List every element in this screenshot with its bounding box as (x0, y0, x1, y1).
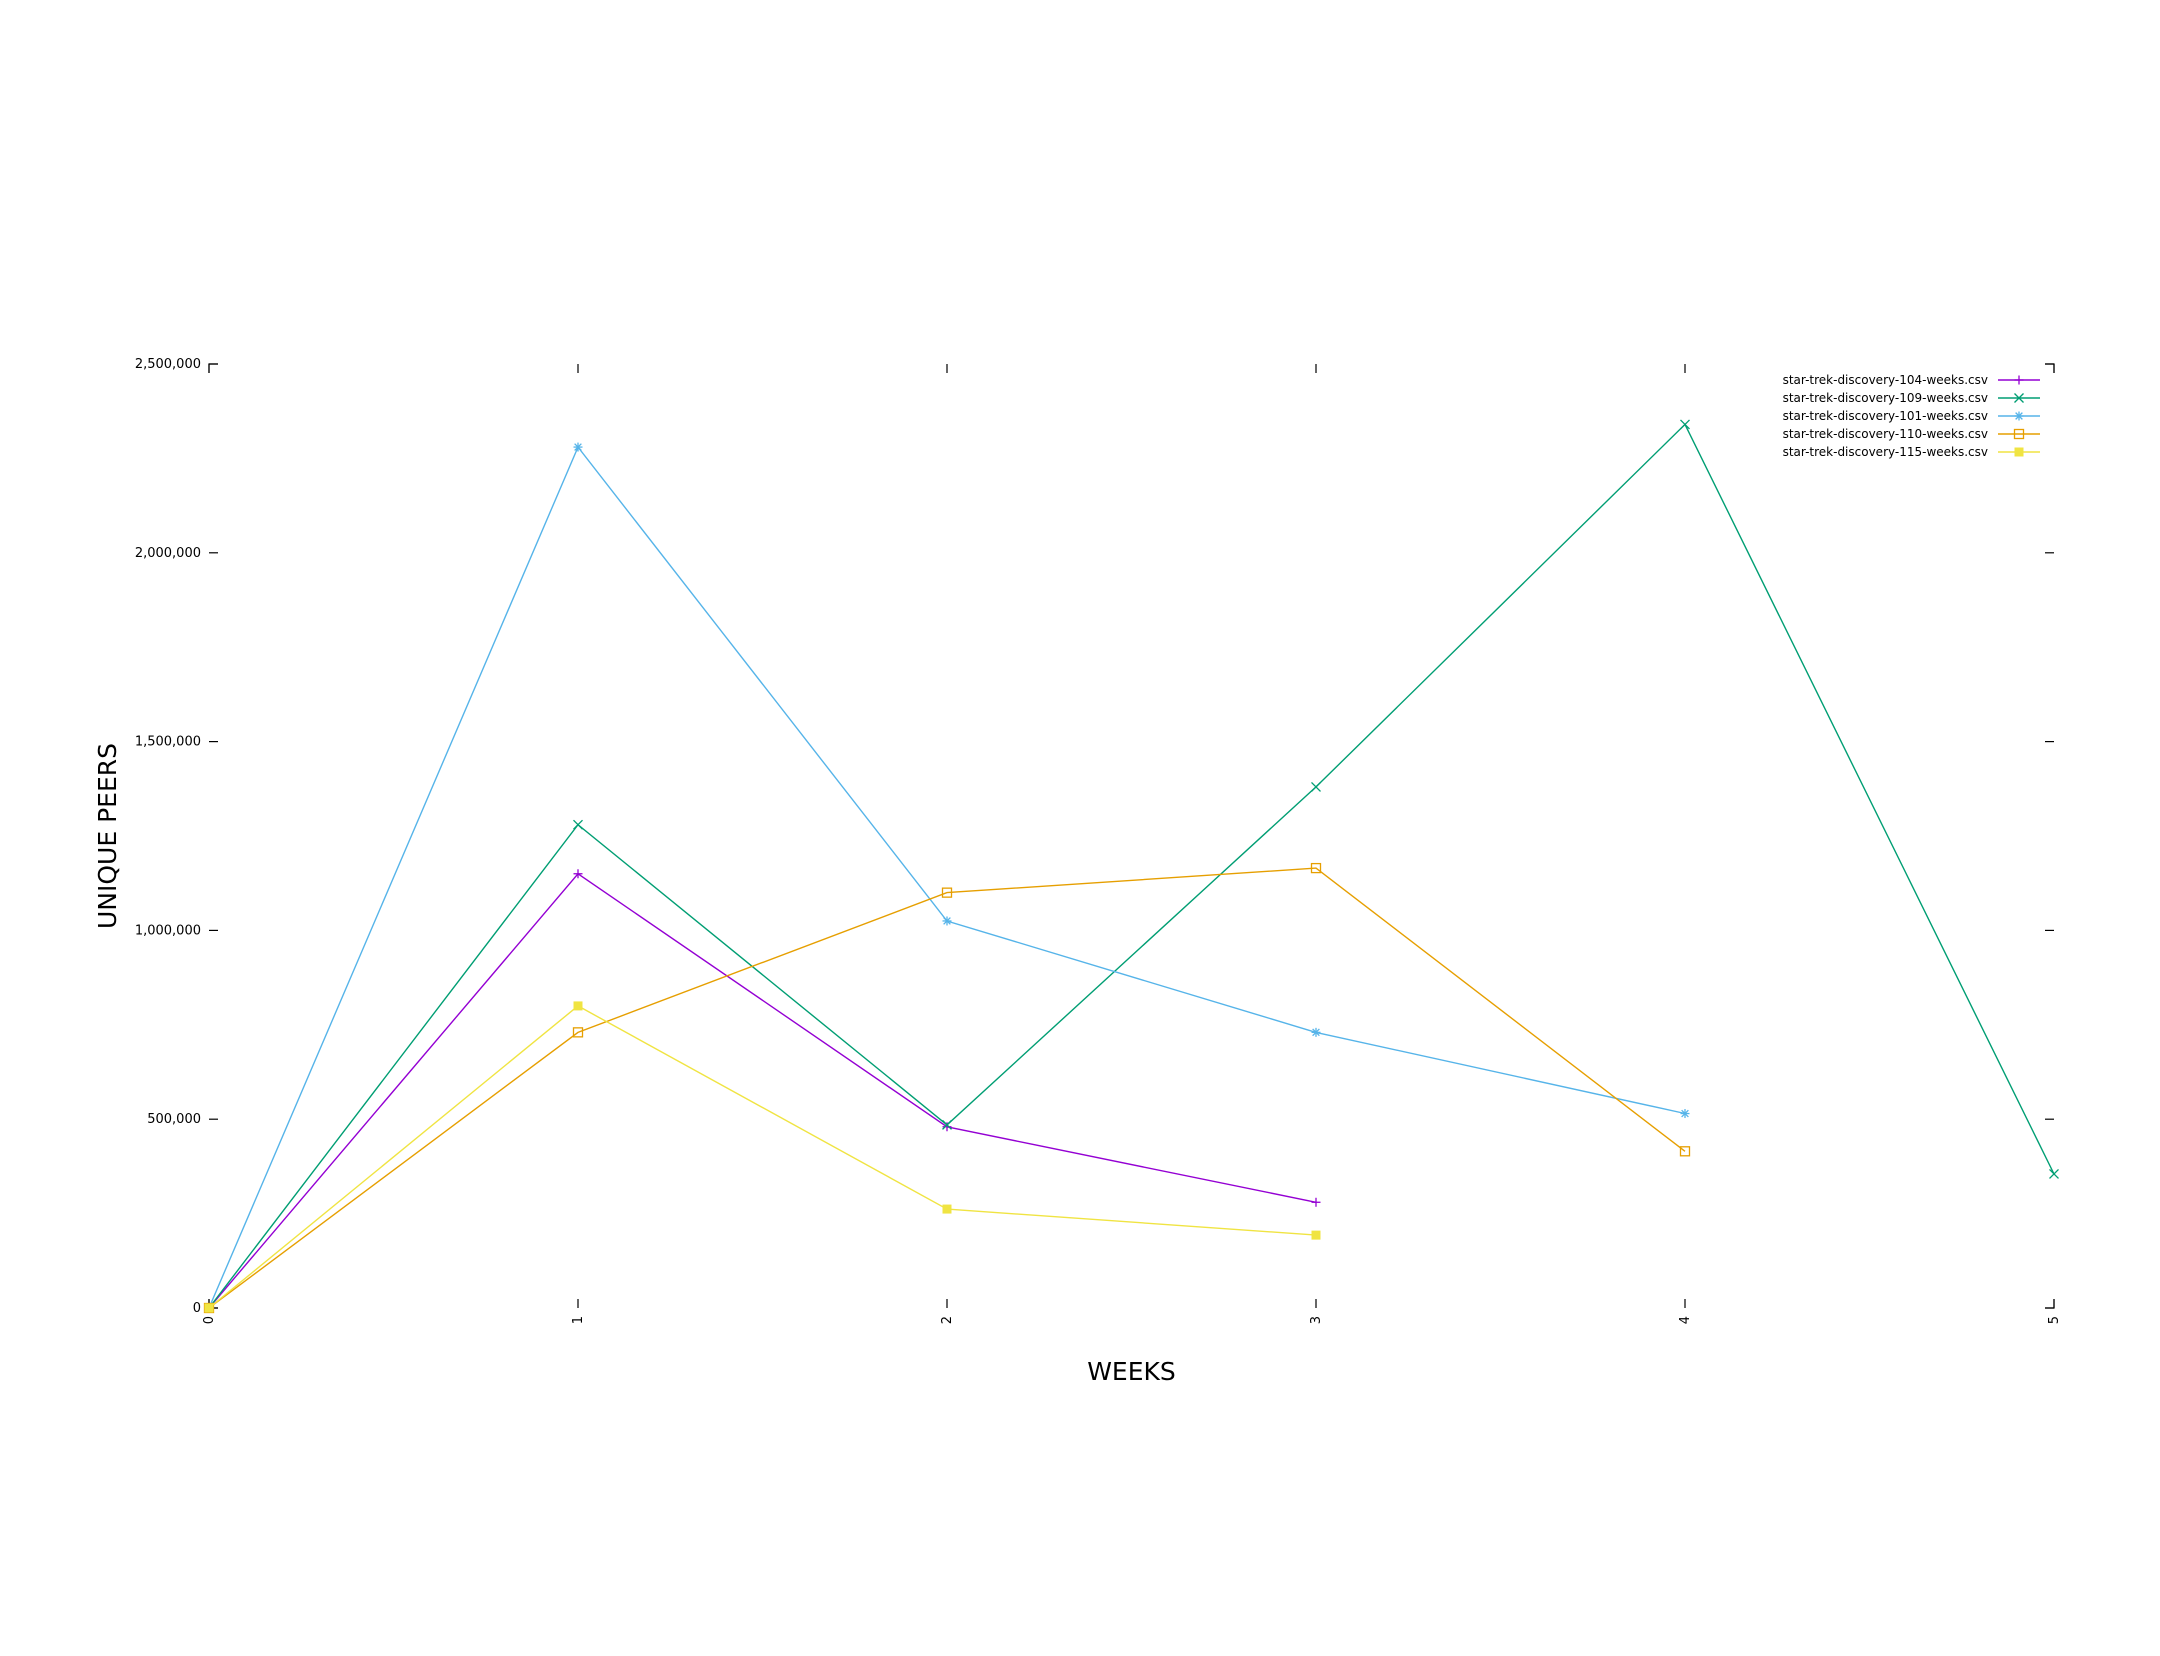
series-group (203, 419, 2059, 1314)
legend-swatch-marker (2014, 447, 2024, 457)
y-tick-label: 500,000 (147, 1112, 201, 1127)
frame-corner-top-right (2045, 363, 2055, 373)
data-point (204, 1303, 214, 1313)
x-axis-title: WEEKS (1087, 1357, 1176, 1386)
data-point (573, 1001, 583, 1011)
legend-label: star-trek-discovery-115-weeks.csv (1783, 445, 1988, 459)
y-tick-label: 1,500,000 (135, 735, 201, 750)
data-point (942, 1119, 952, 1130)
x-tick-label: 2 (940, 1316, 955, 1324)
legend-item: star-trek-discovery-109-weeks.csv (1783, 391, 2040, 405)
data-point (1680, 1109, 1690, 1119)
series-3 (204, 442, 1690, 1313)
y-tick-label: 1,000,000 (135, 923, 201, 938)
legend-item: star-trek-discovery-110-weeks.csv (1783, 427, 2040, 441)
data-point (942, 1204, 952, 1214)
legend-swatch-marker (2014, 393, 2024, 403)
series-4 (203, 862, 1691, 1314)
frame-corner-bottom-right (2045, 1299, 2055, 1309)
data-point (1680, 419, 1690, 430)
data-point (572, 1027, 584, 1038)
data-point (1311, 1027, 1321, 1037)
legend-item: star-trek-discovery-115-weeks.csv (1783, 445, 2040, 459)
legend-swatch-marker (2013, 428, 2025, 440)
frame-corner-top-left (208, 363, 218, 373)
data-point (573, 442, 583, 452)
x-tick-label: 5 (2047, 1316, 2062, 1324)
data-point (941, 887, 953, 898)
y-tick-label: 2,000,000 (135, 546, 201, 561)
legend-item: star-trek-discovery-101-weeks.csv (1783, 409, 2040, 423)
series-line (208, 867, 1686, 1309)
legend-label: star-trek-discovery-101-weeks.csv (1783, 409, 1988, 423)
data-point (2049, 1168, 2059, 1179)
y-tick-label: 0 (193, 1301, 201, 1316)
y-tick-label: 2,500,000 (135, 357, 201, 372)
data-point (1311, 781, 1321, 792)
series-2 (204, 419, 2059, 1313)
series-line (208, 1005, 1317, 1309)
series-line (208, 445, 1686, 1309)
x-tick-label: 3 (1309, 1316, 1324, 1324)
series-5 (204, 1001, 1321, 1313)
legend-label: star-trek-discovery-110-weeks.csv (1783, 427, 1988, 441)
legend-swatch-marker (2014, 375, 2024, 385)
legend-item: star-trek-discovery-104-weeks.csv (1783, 373, 2040, 387)
data-point (1311, 1197, 1321, 1207)
data-point (1310, 862, 1322, 874)
legend-label: star-trek-discovery-109-weeks.csv (1783, 391, 1988, 405)
series-line (208, 872, 1317, 1309)
data-point (573, 869, 583, 879)
legend-swatch-marker (2014, 411, 2024, 421)
legend: star-trek-discovery-104-weeks.csv star-tr… (1783, 373, 2040, 459)
data-point (1679, 1146, 1691, 1157)
legend-label: star-trek-discovery-104-weeks.csv (1783, 373, 1988, 387)
data-point (942, 1122, 952, 1132)
x-tick-label: 4 (1678, 1316, 1693, 1324)
x-tick-label: 1 (571, 1316, 586, 1324)
data-point (1311, 1230, 1321, 1240)
y-axis-title: UNIQUE PEERS (93, 743, 122, 929)
data-point (573, 819, 583, 830)
plot-frame: 0 500,000 1,000,000 1,500,000 2,000,000 2,500… (135, 357, 2062, 1324)
data-point (942, 916, 952, 926)
x-tick-label: 0 (202, 1316, 217, 1324)
series-line (208, 423, 2055, 1309)
